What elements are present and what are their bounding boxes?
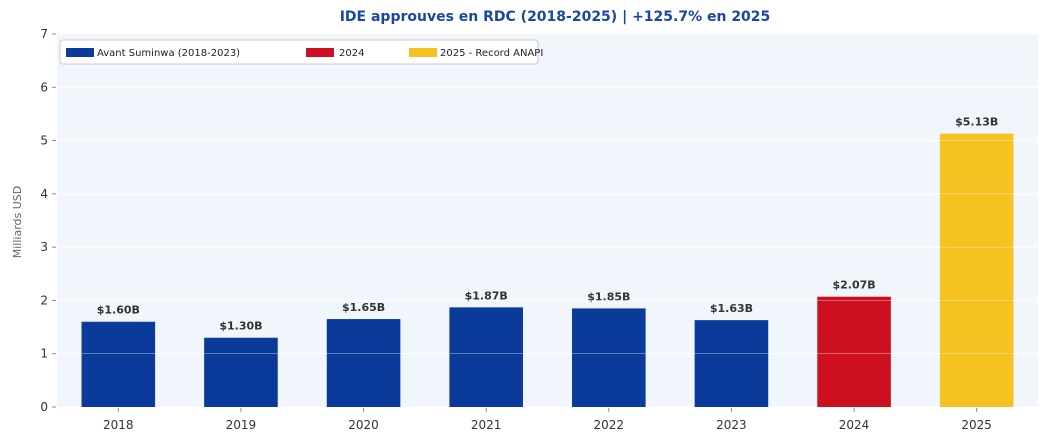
y-tick-label: 5 bbox=[40, 134, 48, 148]
bar bbox=[694, 320, 769, 407]
y-tick-label: 7 bbox=[40, 27, 48, 41]
bar bbox=[81, 321, 156, 407]
data-label: $1.30B bbox=[219, 320, 262, 333]
bar bbox=[939, 133, 1014, 407]
legend-label: 2024 bbox=[339, 48, 364, 59]
data-label: $1.87B bbox=[465, 289, 508, 302]
bar bbox=[449, 307, 523, 407]
data-label: $2.07B bbox=[832, 279, 875, 292]
y-tick-label: 3 bbox=[40, 240, 48, 254]
data-label: $1.63B bbox=[710, 302, 753, 315]
data-label: $5.13B bbox=[955, 116, 998, 129]
bar bbox=[204, 337, 278, 407]
x-tick-label: 2020 bbox=[348, 418, 379, 432]
legend-swatch bbox=[409, 48, 437, 57]
data-label: $1.85B bbox=[587, 290, 630, 303]
data-label: $1.60B bbox=[97, 304, 140, 317]
x-tick-label: 2023 bbox=[716, 418, 747, 432]
y-tick-label: 2 bbox=[40, 293, 48, 307]
x-tick-label: 2022 bbox=[594, 418, 625, 432]
y-tick-label: 6 bbox=[40, 80, 48, 94]
chart-title: IDE approuves en RDC (2018-2025) | +125.… bbox=[340, 9, 771, 25]
bar bbox=[817, 296, 891, 407]
y-tick-label: 4 bbox=[40, 187, 48, 201]
y-tick-label: 0 bbox=[40, 400, 48, 414]
plot-area: 0 1 2 3 4 5 6 7 $1.60B 2018 $1.30B 2019 $1.65B 2020 $1… bbox=[40, 27, 1038, 432]
x-tick-label: 2019 bbox=[226, 418, 257, 432]
legend-swatch bbox=[306, 48, 334, 57]
x-tick-label: 2025 bbox=[961, 418, 992, 432]
legend-label: Avant Suminwa (2018-2023) bbox=[97, 48, 240, 59]
bar bbox=[572, 308, 646, 407]
y-axis-label: Milliards USD bbox=[11, 186, 24, 259]
x-tick-label: 2018 bbox=[103, 418, 134, 432]
legend-box bbox=[59, 39, 539, 65]
legend-label: 2025 - Record ANAPI bbox=[440, 48, 543, 59]
bar bbox=[326, 319, 401, 407]
x-tick-label: 2021 bbox=[471, 418, 502, 432]
legend-swatch bbox=[66, 48, 94, 57]
legend: Avant Suminwa (2018-2023) 2024 2025 - Reco… bbox=[59, 39, 543, 65]
y-tick-label: 1 bbox=[40, 347, 48, 361]
x-tick-label: 2024 bbox=[839, 418, 870, 432]
data-label: $1.65B bbox=[342, 301, 385, 314]
